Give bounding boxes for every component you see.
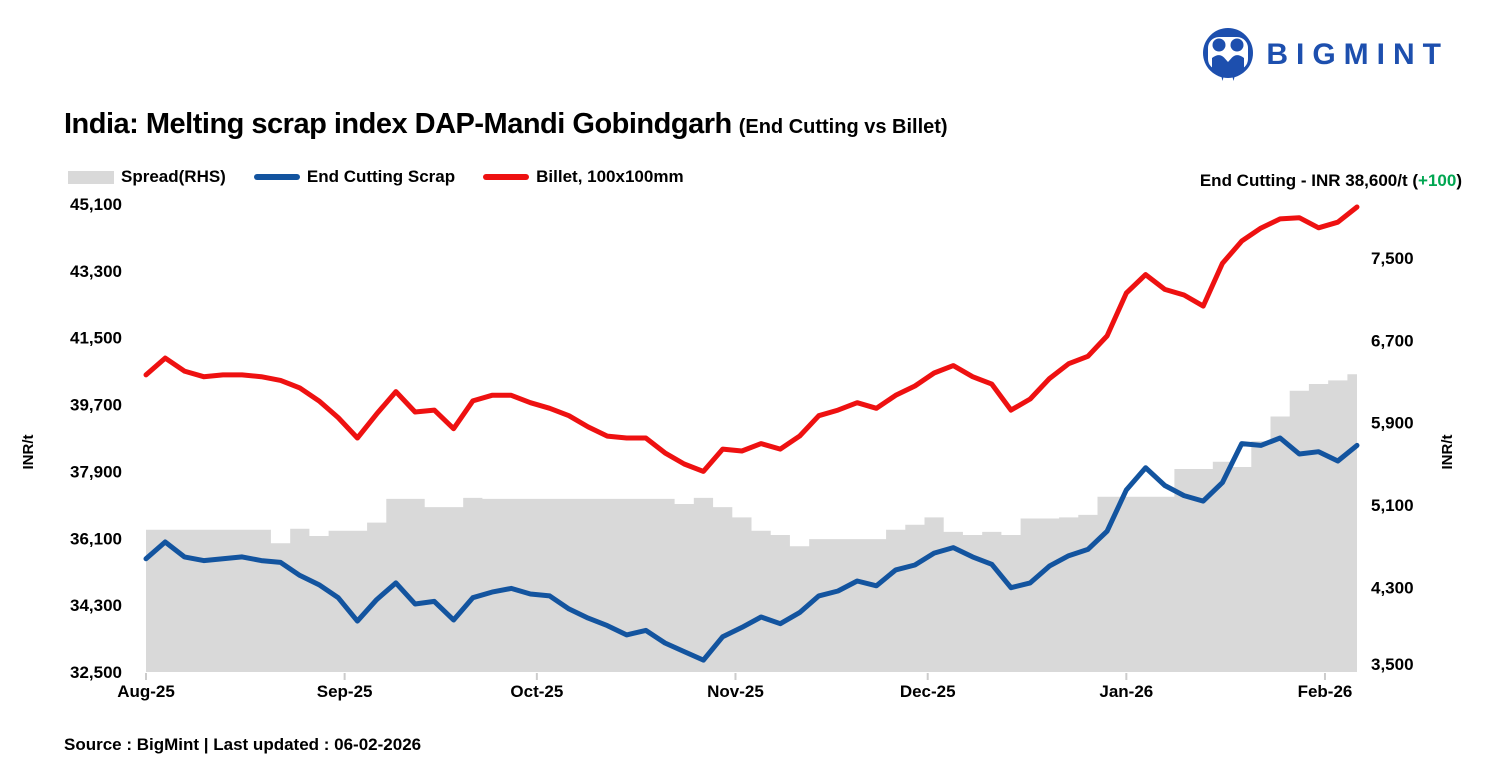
y-axis-label-left: 34,300 (70, 596, 122, 615)
y-axis-title-right: INR/t (1439, 435, 1456, 470)
bigmint-logo-icon (1203, 28, 1254, 81)
y-axis-label-right: 5,100 (1371, 496, 1414, 515)
end-cutting-swatch-icon (253, 174, 300, 180)
y-axis-label-left: 39,700 (70, 396, 122, 415)
legend: Spread(RHS) End Cutting Scrap Billet, 10… (68, 167, 684, 187)
y-axis-label-right: 7,500 (1371, 249, 1414, 268)
y-axis-label-right: 3,500 (1371, 655, 1414, 674)
x-axis-label: Feb-26 (1298, 682, 1353, 701)
y-axis-label-left: 32,500 (70, 663, 122, 682)
y-axis-label-left: 45,100 (70, 195, 122, 214)
y-axis-label-right: 6,700 (1371, 331, 1414, 350)
legend-label-billet: Billet, 100x100mm (536, 167, 684, 186)
end-cutting-scrap-line (143, 435, 1360, 663)
legend-item-end-cutting: End Cutting Scrap (253, 167, 456, 187)
spread-swatch-icon (68, 170, 114, 184)
brand-name: BIGMINT (1266, 38, 1449, 71)
x-axis-label: Aug-25 (117, 682, 175, 701)
x-axis-label: Jan-26 (1099, 682, 1153, 701)
x-axis-label: Nov-25 (707, 682, 764, 701)
brand-logo: BIGMINT (1200, 26, 1449, 84)
x-axis-label: Oct-25 (510, 682, 563, 701)
legend-item-billet: Billet, 100x100mm (483, 167, 684, 187)
chart-title-main: India: Melting scrap index DAP-Mandi Gob… (64, 108, 732, 140)
annotation-change: +100 (1418, 171, 1457, 190)
source-note: Source : BigMint | Last updated : 06-02-… (64, 735, 422, 754)
annotation-prefix: End Cutting - INR 38,600/t ( (1199, 171, 1419, 190)
x-axis-label: Dec-25 (900, 682, 956, 701)
legend-label-spread: Spread(RHS) (121, 167, 226, 186)
y-axis-label-left: 43,300 (70, 262, 122, 281)
last-price-annotation: End Cutting - INR 38,600/t (+100) (1200, 171, 1462, 191)
y-axis-title-left: INR/t (20, 435, 37, 470)
y-axis-label-left: 36,100 (70, 529, 122, 548)
legend-label-end-cutting: End Cutting Scrap (306, 167, 456, 186)
billet-swatch-icon (483, 174, 530, 180)
annotation-suffix: ) (1456, 171, 1462, 190)
x-axis-label: Sep-25 (317, 682, 373, 701)
billet-line (143, 204, 1360, 474)
y-axis-label-left: 37,900 (70, 462, 122, 481)
page-title: India: Melting scrap index DAP-Mandi Gob… (64, 104, 948, 141)
legend-item-spread: Spread(RHS) (68, 167, 226, 187)
spread-area (146, 374, 1357, 672)
y-axis-label-right: 4,300 (1371, 579, 1414, 598)
y-axis-label-left: 41,500 (70, 329, 122, 348)
y-axis-label-right: 5,900 (1371, 414, 1414, 433)
chart-title-suffix: (End Cutting vs Billet) (738, 116, 948, 138)
